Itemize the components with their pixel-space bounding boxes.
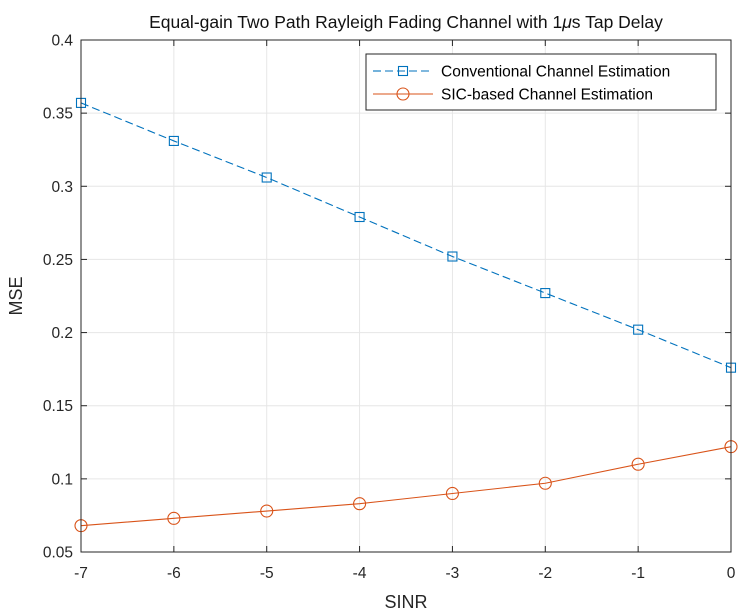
data-point (447, 251, 458, 262)
data-point (354, 211, 365, 223)
data-point (538, 476, 552, 490)
y-tick-label: 0.3 (51, 179, 73, 196)
x-tick-label: -1 (631, 565, 645, 582)
x-tick-label: -2 (538, 565, 552, 582)
legend-marker (396, 87, 410, 101)
chart-title-after: s Tap Delay (572, 12, 663, 32)
x-tick-label: -7 (74, 565, 88, 582)
series-layer (74, 97, 738, 533)
legend: Conventional Channel Estimation SIC-based… (365, 53, 717, 111)
y-tick-label: 0.1 (51, 471, 73, 488)
legend-label: SIC-based Channel Estimation (441, 87, 653, 104)
x-axis-label: SINR (384, 592, 427, 612)
legend-entry-1: Conventional Channel Estimation (373, 64, 670, 81)
x-tick-label: -5 (260, 565, 274, 582)
legend-entry-2: SIC-based Channel Estimation (373, 87, 653, 104)
y-tick-label: 0.35 (43, 106, 73, 123)
data-point (261, 172, 272, 183)
data-point (168, 135, 179, 146)
data-point (445, 486, 459, 501)
x-tick-label: -3 (446, 565, 460, 582)
x-tick-label: -6 (167, 565, 181, 582)
series-line (80, 446, 732, 527)
data-point (353, 497, 367, 511)
data-point (167, 511, 181, 525)
data-point (631, 457, 645, 471)
legend-marker (397, 65, 409, 77)
y-tick-label: 0.25 (43, 252, 73, 269)
series-line (80, 102, 732, 369)
y-tick-label: 0.4 (51, 33, 73, 50)
y-axis-label: MSE (6, 276, 26, 315)
legend-label: Conventional Channel Estimation (441, 64, 670, 81)
chart-title-mu: μ (561, 12, 572, 32)
data-point (633, 324, 644, 335)
data-point (260, 504, 274, 518)
chart-title-before: Equal-gain Two Path Rayleigh Fading Chan… (149, 12, 562, 32)
data-point (540, 288, 551, 299)
legend-box (365, 53, 717, 111)
axes-box (80, 39, 732, 553)
y-tick-label: 0.15 (43, 398, 73, 415)
chart-title: Equal-gain Two Path Rayleigh Fading Chan… (149, 12, 663, 32)
y-tick-label: 0.2 (51, 325, 73, 342)
plot-area (81, 40, 731, 552)
y-tick-label: 0.05 (43, 545, 73, 562)
x-tick-label: -4 (353, 565, 367, 582)
x-tick-label: 0 (727, 565, 736, 582)
ticks-layer: -7 -6 -5 -4 -3 -2 -1 0 0.05 0.1 0.15 0.2 0.25 0.3 0.35… (43, 33, 736, 583)
